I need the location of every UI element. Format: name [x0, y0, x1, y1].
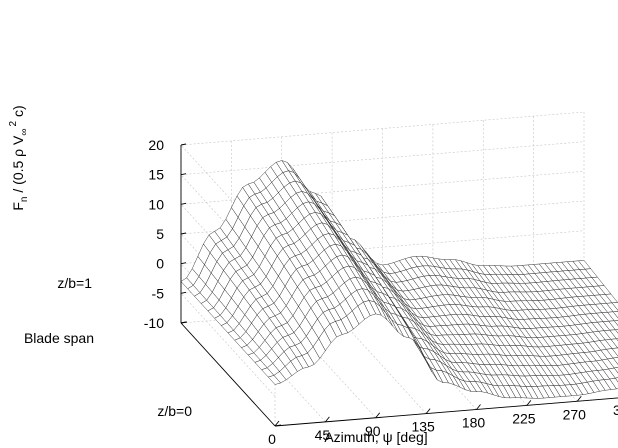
grid-line [180, 141, 585, 278]
y-tick [274, 424, 282, 427]
z-tick [180, 202, 187, 205]
tick-labels: -10-50510152004590135180225270315360 [144, 137, 618, 447]
x-tick-label: 45 [315, 427, 331, 443]
z-axis-label: Fn / (0.5 ρ V∞2 c) [8, 105, 30, 210]
z-tick [180, 232, 187, 235]
grid-line [180, 200, 585, 338]
z-tick-label: 10 [148, 196, 164, 212]
y-axis-label: Blade span [24, 330, 94, 346]
x-tick [576, 395, 582, 402]
z-tick [180, 143, 187, 146]
x-tick [425, 408, 431, 414]
y-tick [180, 321, 188, 324]
z-tick-label: -10 [144, 315, 164, 331]
x-tick-label: 0 [268, 431, 276, 447]
x-tick [476, 404, 481, 410]
z-tick-label: -5 [152, 285, 165, 301]
z-tick-label: 15 [148, 167, 164, 183]
x-tick [325, 416, 330, 423]
z-tick-label: 5 [156, 226, 164, 242]
grid-line [180, 230, 585, 367]
x-tick-label: 135 [411, 419, 435, 435]
z-tick [180, 262, 187, 265]
x-tick-label: 225 [512, 410, 536, 426]
chart-axes [180, 143, 618, 427]
x-tick-label: 315 [613, 402, 618, 418]
y-tick-label-end: z/b=1 [57, 275, 92, 291]
z-tick-label: 0 [156, 256, 164, 272]
grid-line [180, 111, 585, 249]
x-tick [526, 400, 532, 406]
surface-patch [267, 375, 282, 385]
z-tick [180, 173, 187, 176]
grid-line [180, 171, 585, 308]
y-axis-line [180, 322, 276, 427]
y-tick-label-start: z/b=0 [157, 403, 192, 419]
x-tick-label: 90 [365, 423, 381, 439]
x-axis-label: Azimuth, ψ [deg] [324, 429, 427, 445]
x-tick-label: 270 [563, 406, 587, 422]
x-tick [274, 420, 280, 427]
z-tick [180, 291, 187, 294]
z-tick-label: 20 [148, 137, 164, 153]
surface-mesh [180, 160, 618, 399]
x-tick-label: 180 [462, 415, 486, 431]
x-tick [375, 412, 381, 419]
